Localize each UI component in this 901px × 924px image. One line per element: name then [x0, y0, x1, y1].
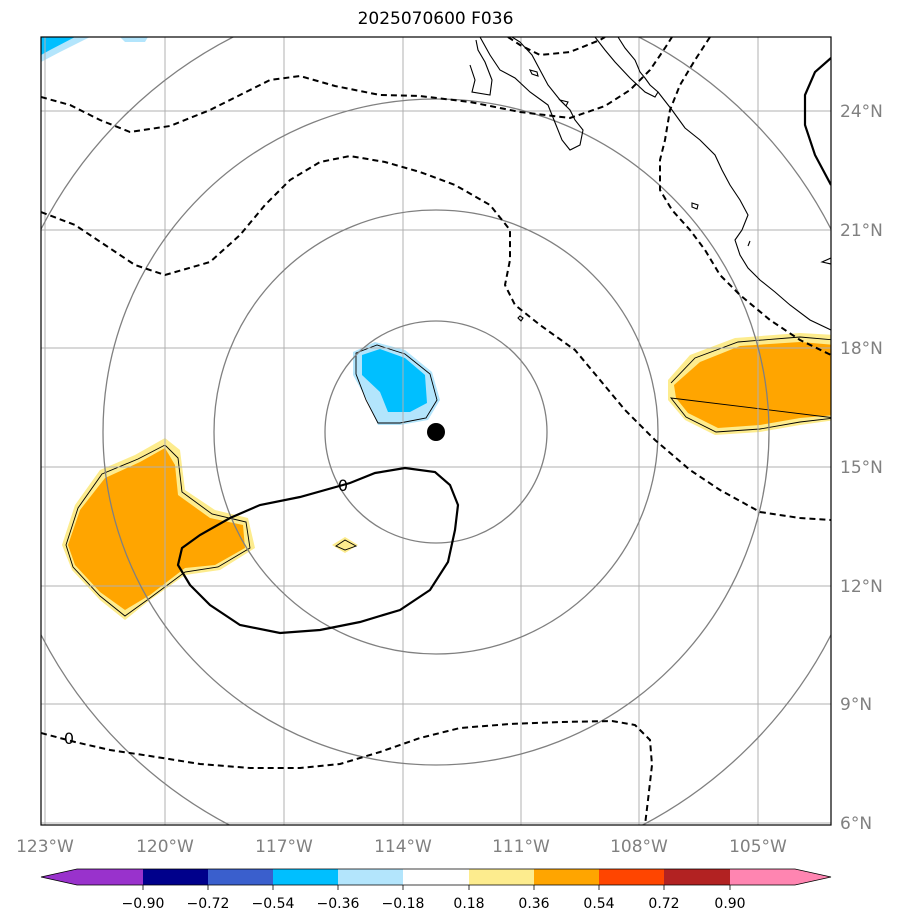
grid-lines	[41, 37, 831, 825]
colorbar-label: −0.18	[382, 896, 425, 912]
colorbar: −0.90 −0.72 −0.54 −0.36 −0.18 0.18 0.36 …	[40, 868, 832, 912]
colorbar-label: −0.36	[317, 896, 360, 912]
lat-label: 15°N	[840, 458, 883, 478]
colorbar-bin	[338, 869, 403, 885]
shading-outlines	[65, 336, 831, 617]
colorbar-label: −0.72	[187, 896, 230, 912]
colorbar-label: −0.90	[122, 896, 165, 912]
colorbar-bin	[534, 869, 599, 885]
colorbar-outline	[40, 868, 832, 886]
negative-anomaly-corner-speck	[120, 37, 148, 42]
colorbar-tick-marks	[142, 885, 731, 890]
colorbar-bin	[469, 869, 534, 885]
colorbar-label: 0.54	[583, 896, 614, 912]
lon-label: 123°W	[16, 837, 74, 857]
colorbar-bin	[730, 869, 795, 885]
lat-label: 21°N	[840, 221, 883, 241]
coastlines	[469, 37, 831, 331]
contour-label-southwest: 0	[64, 729, 74, 748]
colorbar-extend-high	[795, 869, 831, 885]
contour-label-center: 0	[338, 476, 348, 495]
colorbar-label: 0.36	[518, 896, 549, 912]
colorbar-label: −0.54	[252, 896, 295, 912]
negative-anomaly-center	[362, 349, 427, 412]
lon-label: 117°W	[255, 837, 313, 857]
lat-label: 24°N	[840, 102, 883, 122]
range-rings	[41, 37, 831, 825]
lat-label: 6°N	[840, 814, 872, 834]
colorbar-bin	[273, 869, 338, 885]
latitude-labels: 24°N 21°N 18°N 15°N 12°N 9°N 6°N	[840, 102, 883, 834]
positive-anomaly-speck	[332, 537, 358, 553]
lat-label: 18°N	[840, 339, 883, 359]
lon-label: 120°W	[136, 837, 194, 857]
negative-anomaly-corner-core	[41, 37, 75, 55]
map-area: 0 0	[41, 37, 831, 825]
colorbar-bin	[77, 869, 143, 885]
positive-anomaly-west	[68, 448, 245, 610]
lon-label: 111°W	[492, 837, 550, 857]
colorbar-bin	[143, 869, 208, 885]
colorbar-bin	[599, 869, 664, 885]
map-frame	[40, 36, 832, 826]
colorbar-bin	[208, 869, 273, 885]
map-title: 2025070600 F036	[357, 9, 514, 29]
colorbar-bin	[403, 869, 469, 885]
lon-label: 108°W	[610, 837, 668, 857]
colorbar-extend-low	[41, 869, 77, 885]
zero-contours	[176, 57, 831, 635]
colorbar-label: 0.18	[453, 896, 484, 912]
colorbar-label: 0.90	[714, 896, 745, 912]
lat-label: 12°N	[840, 577, 883, 597]
colorbar-bin	[664, 869, 730, 885]
lat-label: 9°N	[840, 695, 872, 715]
lon-label: 105°W	[729, 837, 787, 857]
lon-label: 114°W	[374, 837, 432, 857]
longitude-labels: 123°W 120°W 117°W 114°W 111°W 108°W 105°…	[16, 837, 787, 857]
storm-center-marker	[427, 423, 445, 441]
colorbar-label: 0.72	[648, 896, 679, 912]
positive-anomaly-east	[674, 342, 831, 428]
dashed-contours	[41, 37, 831, 825]
